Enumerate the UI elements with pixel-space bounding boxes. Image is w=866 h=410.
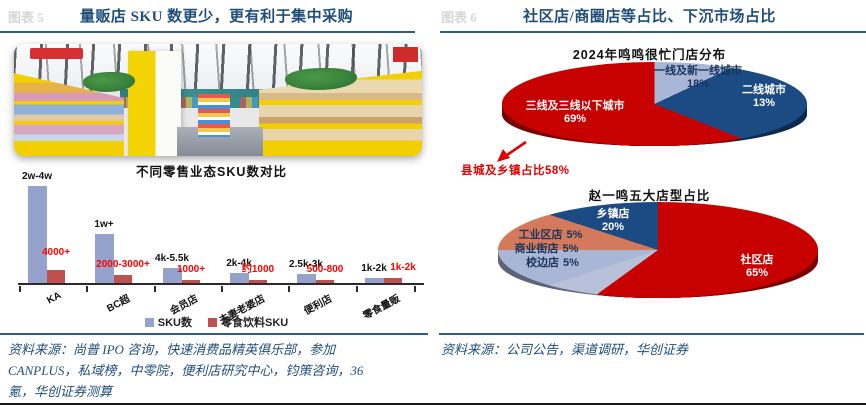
- bar-plot: 2w-4w 4000+ KA 1w+ 2000-3000+ BC超 4k-5.5k 1000+…: [18, 171, 424, 327]
- legend-item-sku: SKU数: [144, 314, 192, 330]
- bar-snack-sku: [182, 280, 200, 283]
- bar-value-label-red: 1000+: [176, 264, 206, 275]
- bar-value-label-red: 500-800: [306, 264, 344, 275]
- pie2-title: 赵一鸣五大店型占比: [588, 189, 711, 203]
- pie2-label-commercial-street-store: 商业街店 5%: [514, 243, 579, 255]
- pie1-annotation: 县城及乡镇占比58%: [461, 165, 570, 177]
- pie2-label-industrial-store: 工业区店 5%: [518, 229, 583, 241]
- bar-value-label: 2.5k-3k: [289, 259, 323, 270]
- source-divider: [439, 333, 864, 335]
- bar-sku: [28, 186, 47, 283]
- bar-value-label-red: 4000+: [41, 247, 71, 258]
- axis-tick: [86, 286, 88, 292]
- right-source-note: 资料来源：公司公告，渠道调研，华创证券: [441, 342, 689, 357]
- axis-tick: [356, 286, 358, 292]
- pie1-label-tier3-cities: 三线及三线以下城市 69%: [525, 100, 625, 125]
- pie-top-surface: [502, 62, 807, 146]
- bar-snack-sku: [47, 270, 65, 283]
- pie-chart-store-types: [498, 202, 818, 298]
- photo-plant: [284, 67, 357, 90]
- photo-plant: [83, 72, 136, 92]
- figure-tag: 图表 6: [441, 10, 477, 25]
- bar-sku: [365, 278, 384, 283]
- bar-sku: [163, 268, 182, 283]
- title-underline: [0, 31, 415, 33]
- legend-swatch-blue: [144, 318, 154, 327]
- bar-snack-sku: [114, 275, 132, 283]
- photo-red-banner: [30, 48, 84, 59]
- pie1-label-tier1-cities: 一线及新一线城市 18%: [654, 65, 742, 90]
- axis-tick: [288, 286, 290, 292]
- pie-top-surface: [498, 202, 818, 298]
- pie2-label-community-store: 社区店 65%: [740, 254, 774, 279]
- left-source-note: 资料来源：尚普 IPO 咨询，快速消费品精英俱乐部，参加 CANPLUS，私域榜…: [8, 342, 364, 399]
- bar-value-label-red: 约1000: [241, 264, 275, 275]
- pie1-title: 2024年鸣鸣很忙门店分布: [572, 48, 727, 62]
- source-divider: [0, 333, 428, 335]
- legend-item-snack-sku: 零食饮料SKU: [208, 314, 288, 330]
- bar-value-label: 2k-4k: [226, 258, 252, 269]
- bar-value-label: 1w+: [94, 219, 114, 230]
- store-interior-photo: [14, 44, 422, 156]
- bar-chart-legend: SKU数 零食饮料SKU: [0, 314, 433, 330]
- bar-chart-title: 不同零售业态SKU数对比: [136, 165, 287, 179]
- axis-tick: [221, 286, 223, 292]
- pie2-label-school-side-store: 校边店 5%: [526, 257, 579, 269]
- legend-swatch-red: [208, 318, 217, 327]
- photo-pillar: [128, 50, 182, 156]
- bar-value-label-red: 1k-2k: [390, 262, 416, 273]
- pie-chart-store-distribution: [502, 62, 807, 146]
- right-panel-title: 社区店/商圈店等占比、下沉市场占比: [523, 9, 776, 25]
- figure-bottom-border: [0, 403, 866, 405]
- bar-snack-sku: [384, 278, 402, 283]
- bar-snack-sku: [249, 280, 267, 283]
- left-panel-title: 量贩店 SKU 数更少，更有利于集中采购: [79, 9, 354, 25]
- title-underline: [440, 31, 866, 33]
- bar-snack-sku: [316, 280, 334, 283]
- axis-tick: [414, 286, 416, 292]
- annotation-arrow-icon: [497, 140, 527, 162]
- bar-sku: [95, 234, 114, 283]
- bar-sku: [230, 273, 249, 283]
- bar-sku: [297, 274, 316, 283]
- axis-tick: [19, 286, 21, 292]
- bar-value-label: 1k-2k: [361, 263, 387, 274]
- bar-value-label-red: 2000-3000+: [96, 259, 150, 270]
- axis-tick: [154, 286, 156, 292]
- bar-value-label: 4k-5.5k: [155, 253, 189, 264]
- pie1-label-tier2-cities: 二线城市 13%: [742, 84, 786, 109]
- left-panel: 图表 5 量贩店 SKU 数更少，更有利于集中采购 不同零售业态SKU数对比 2…: [0, 9, 433, 399]
- figure-tag: 图表 5: [8, 10, 44, 25]
- photo-red-sign: [393, 47, 418, 62]
- photo-mid-gondola: [197, 94, 231, 137]
- pie2-label-township-store: 乡镇店 20%: [596, 208, 630, 233]
- bar-value-label: 2w-4w: [21, 171, 53, 182]
- right-panel: 图表 6 社区店/商圈店等占比、下沉市场占比 2024年鸣鸣很忙门店分布 一线及…: [433, 0, 866, 410]
